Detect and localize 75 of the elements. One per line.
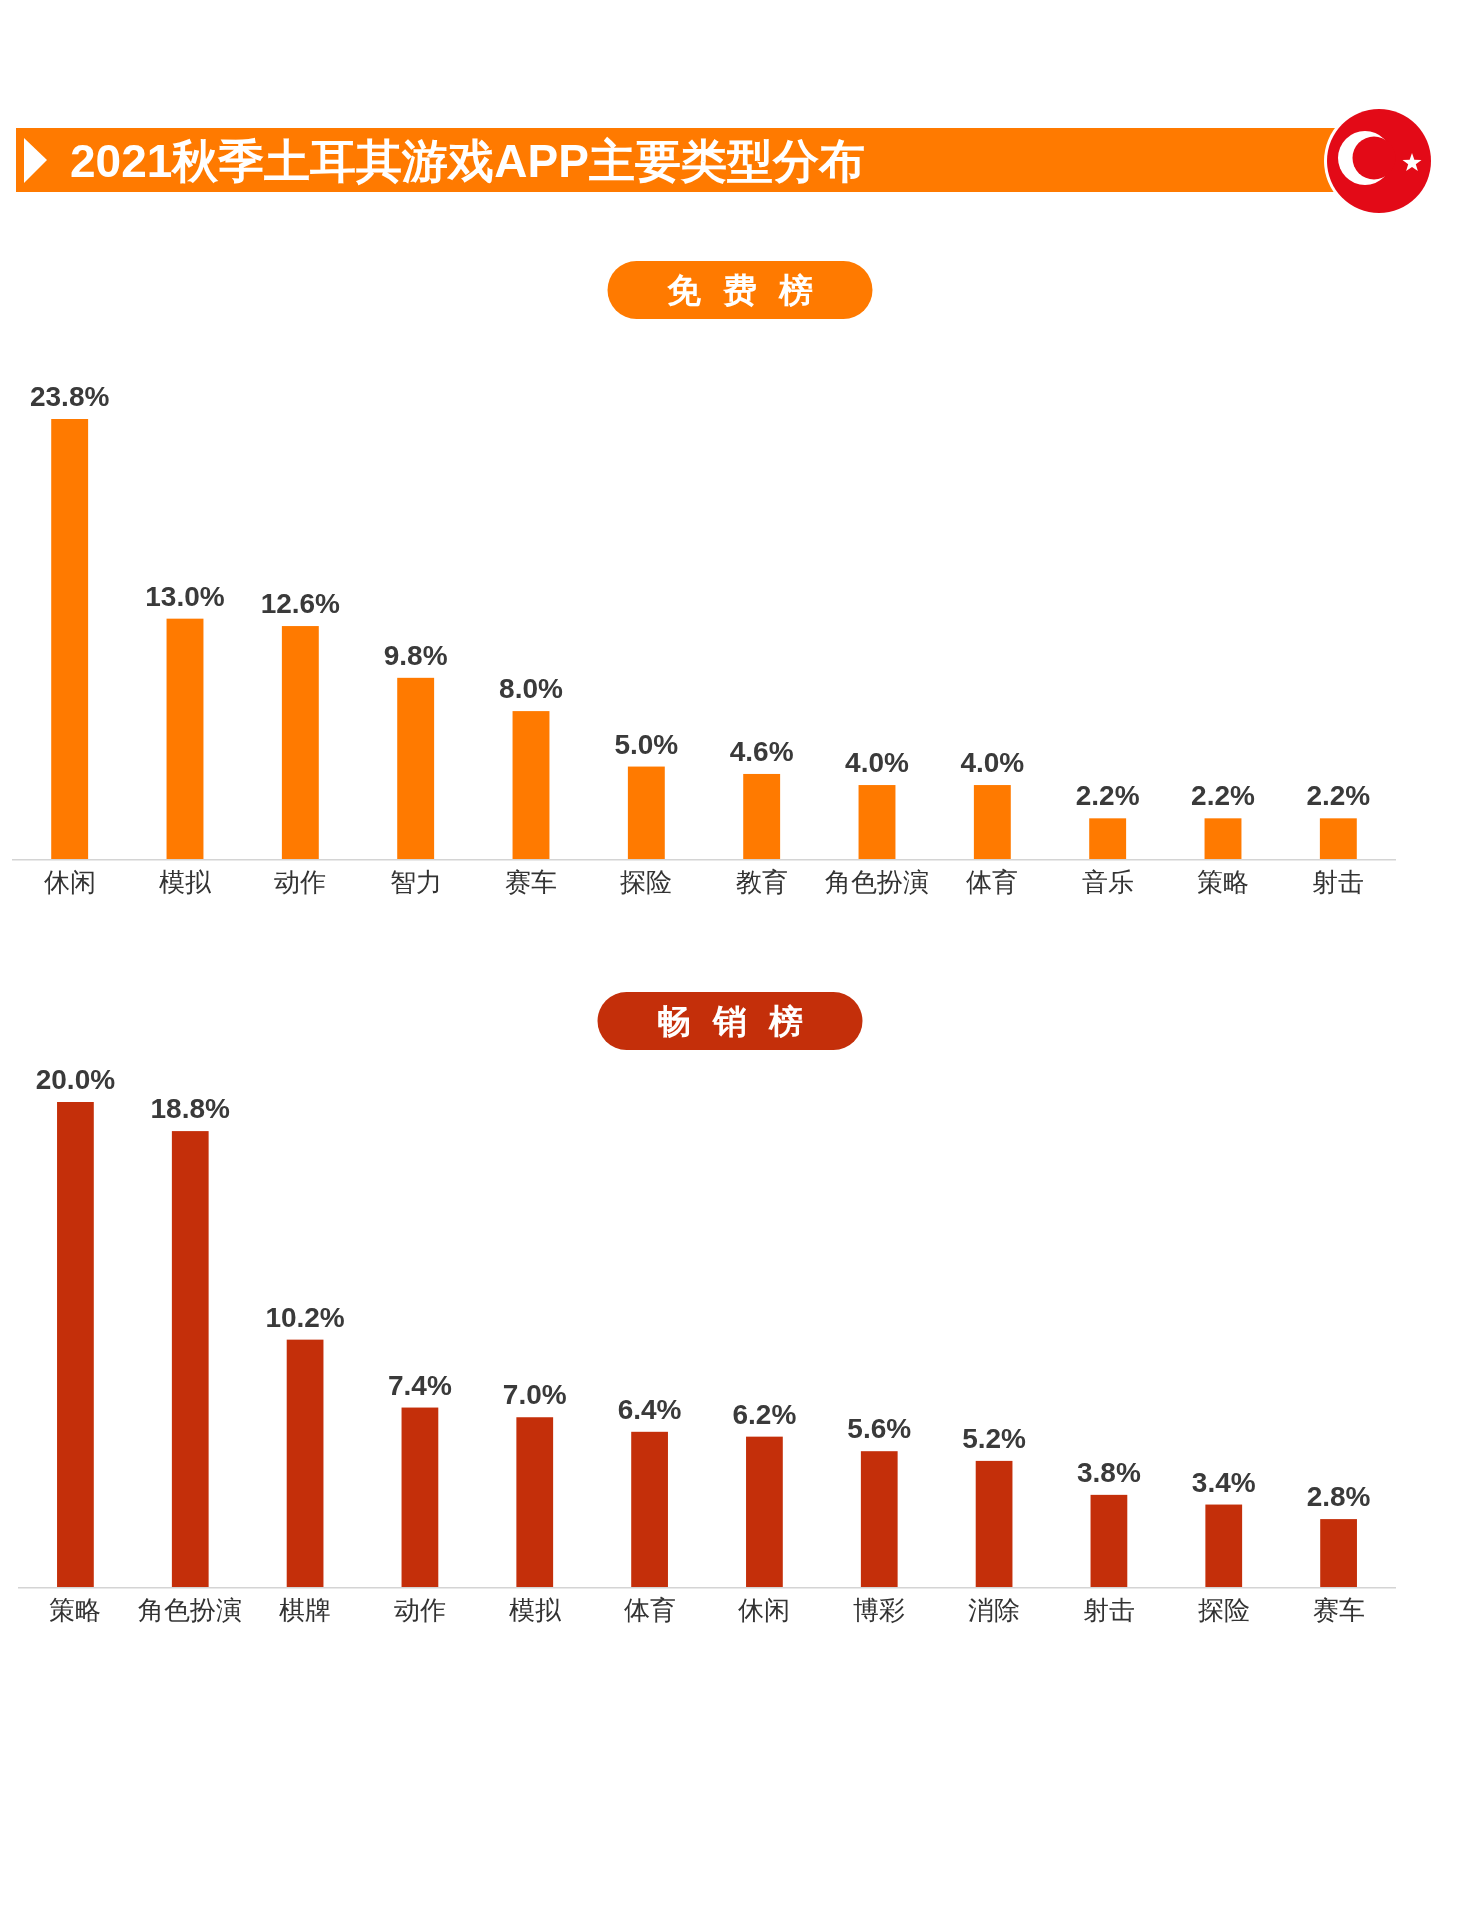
x-tick-label: 角色扮演 — [825, 867, 929, 897]
bar — [401, 1407, 439, 1587]
bar — [171, 1131, 209, 1587]
bar — [1204, 818, 1242, 859]
x-tick-label: 赛车 — [505, 867, 557, 897]
data-label: 9.8% — [383, 639, 448, 671]
data-label: 23.8% — [29, 381, 110, 412]
data-label: 2.8% — [1306, 1481, 1371, 1513]
data-label: 8.0% — [499, 673, 564, 705]
bar — [858, 785, 896, 859]
data-label: 6.2% — [732, 1398, 797, 1430]
chart-title: 免费榜 — [667, 271, 835, 309]
bar — [860, 1451, 898, 1587]
data-label: 5.2% — [962, 1422, 1027, 1454]
bar — [973, 785, 1011, 859]
data-label: 13.0% — [145, 580, 225, 612]
data-label: 5.0% — [614, 728, 679, 760]
x-tick-label: 体育 — [623, 1595, 676, 1625]
bar — [397, 677, 435, 859]
bar — [1320, 1519, 1357, 1587]
data-label: 7.4% — [388, 1369, 452, 1401]
x-tick-label: 策略 — [1197, 867, 1249, 897]
x-tick-label: 休闲 — [738, 1595, 791, 1625]
data-label: 2.2% — [1075, 780, 1140, 812]
x-tick-label: 音乐 — [1081, 867, 1134, 897]
x-tick-label: 策略 — [49, 1595, 102, 1625]
bar — [975, 1460, 1013, 1587]
x-tick-label: 智力 — [389, 867, 442, 897]
x-tick-label: 射击 — [1082, 1595, 1135, 1625]
x-tick-label: 动作 — [274, 867, 327, 897]
bar — [166, 618, 204, 859]
data-label: 3.4% — [1191, 1466, 1256, 1498]
x-tick-label: 探险 — [1197, 1595, 1250, 1625]
x-tick-label: 赛车 — [1312, 1595, 1365, 1625]
bar — [746, 1436, 783, 1587]
x-tick-label: 博彩 — [853, 1595, 906, 1625]
data-label: 2.2% — [1306, 780, 1371, 812]
bar — [631, 1431, 668, 1587]
bar — [51, 419, 89, 859]
x-tick-label: 消除 — [968, 1595, 1021, 1625]
x-tick-label: 动作 — [393, 1595, 446, 1625]
data-label: 10.2% — [265, 1301, 345, 1333]
bar — [1090, 1494, 1128, 1587]
bar — [516, 1417, 554, 1587]
text: 2021秋季土耳其游戏APP主要类型分布 — [70, 135, 865, 187]
bar — [281, 626, 319, 859]
x-tick-label: 体育 — [966, 867, 1019, 897]
x-tick-label: 休闲 — [43, 867, 96, 897]
x-tick-label: 模拟 — [159, 867, 212, 897]
chart-title: 畅销榜 — [657, 1002, 825, 1040]
x-tick-label: 探险 — [620, 867, 673, 897]
bar — [512, 711, 550, 859]
data-label: 18.8% — [150, 1093, 231, 1125]
data-label: 12.6% — [260, 588, 341, 620]
x-tick-label: 射击 — [1312, 867, 1365, 897]
data-label: 4.0% — [960, 747, 1025, 779]
bar — [627, 766, 665, 859]
data-label: 4.0% — [845, 747, 910, 779]
x-tick-label: 棋牌 — [279, 1595, 332, 1625]
data-label: 5.6% — [847, 1413, 912, 1445]
bar — [743, 773, 781, 859]
data-label: 6.4% — [617, 1393, 682, 1425]
data-label: 2.2% — [1191, 780, 1256, 812]
bar — [1089, 818, 1127, 859]
x-tick-label: 模拟 — [508, 1595, 562, 1625]
x-tick-label: 教育 — [735, 867, 788, 897]
data-label: 4.6% — [729, 735, 794, 767]
data-label: 7.0% — [502, 1379, 567, 1411]
x-tick-label: 角色扮演 — [138, 1595, 243, 1625]
bar — [1319, 818, 1357, 859]
bar — [57, 1102, 94, 1587]
bar — [1205, 1504, 1243, 1587]
data-label: 3.8% — [1077, 1456, 1141, 1488]
bar — [286, 1339, 324, 1587]
data-label: 20.0% — [35, 1064, 116, 1095]
